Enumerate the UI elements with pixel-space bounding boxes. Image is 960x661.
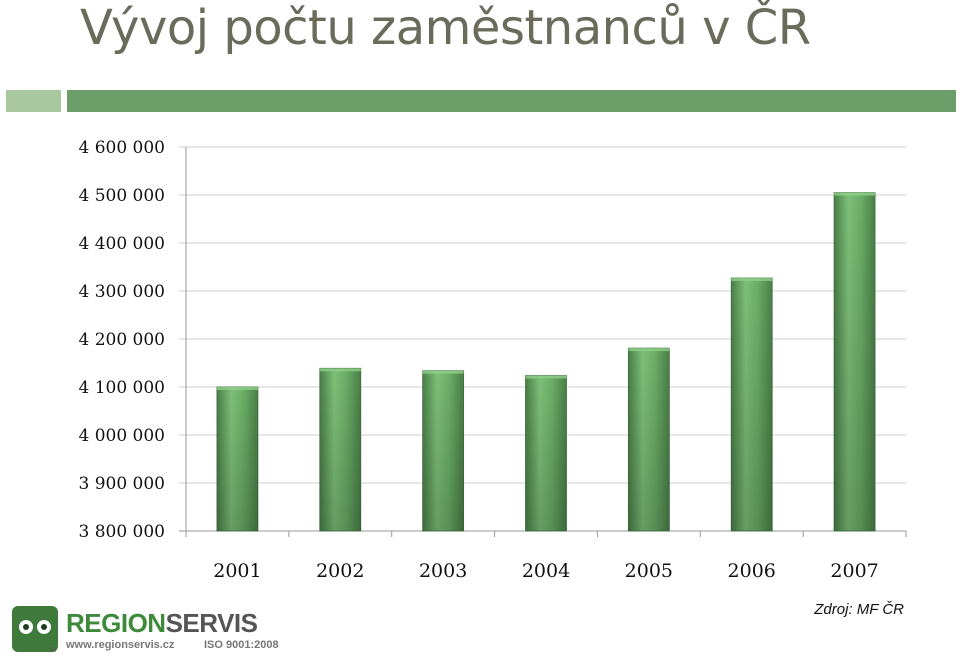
- bar-cap: [216, 387, 258, 390]
- owl-logo-icon: [12, 606, 58, 652]
- bar-cap: [319, 368, 361, 372]
- bar-cap: [834, 192, 876, 196]
- logo-certification: ISO 9001:2008: [204, 639, 279, 651]
- bar-2002: [319, 367, 362, 532]
- bar-2005: [627, 347, 670, 532]
- y-tick-label: 4 400 000: [78, 234, 165, 254]
- bar-2006: [730, 277, 773, 532]
- x-category-label: 2006: [728, 560, 776, 582]
- y-tick-label: 4 200 000: [78, 330, 165, 350]
- bar-shade: [422, 370, 464, 531]
- y-tick-label: 4 100 000: [78, 378, 165, 398]
- bar-cap: [628, 348, 670, 352]
- bar-cap: [731, 278, 773, 282]
- x-category-label: 2001: [213, 560, 261, 582]
- logo-wordmark-part2: SERVIS: [165, 608, 258, 638]
- source-note: Zdroj: MF ČR: [814, 601, 904, 618]
- logo-website: www.regionservis.cz: [66, 639, 175, 651]
- x-category-label: 2004: [522, 560, 570, 582]
- logo-wordmark-part1: REGION: [66, 608, 166, 638]
- title-accent-bar-small: [6, 90, 61, 112]
- bar-shade: [834, 192, 876, 531]
- bar-shade: [525, 375, 567, 531]
- bar-shade: [319, 368, 361, 531]
- y-tick-label: 4 600 000: [78, 138, 165, 158]
- regionservis-logo: TM REGIONSERVIS www.regionservis.cz ISO …: [12, 606, 282, 658]
- employee-count-bar-chart: 3 800 000 3 900 000 4 000 000 4 100 000 4 20…: [78, 138, 907, 582]
- bar-cap: [422, 370, 464, 374]
- logo-wordmark: REGIONSERVIS: [66, 608, 258, 639]
- y-tick-label: 4 300 000: [78, 282, 165, 302]
- slide-title: Vývoj počtu zaměstnanců v ČR: [80, 0, 811, 56]
- bar-2004: [525, 375, 567, 532]
- y-tick-label: 3 900 000: [78, 474, 165, 494]
- x-category-label: 2005: [625, 560, 673, 582]
- title-accent-bar: [67, 90, 956, 112]
- bar-2003: [422, 370, 465, 532]
- y-tick-label: 4 500 000: [78, 186, 165, 206]
- x-category-label: 2002: [316, 560, 364, 582]
- y-tick-label: 3 800 000: [78, 522, 165, 542]
- bar-shade: [628, 348, 670, 531]
- bar-2007: [833, 192, 876, 532]
- x-category-label: 2003: [419, 560, 467, 582]
- x-category-label: 2007: [830, 560, 878, 582]
- bar-2001: [216, 386, 259, 532]
- y-tick-label: 4 000 000: [78, 426, 165, 446]
- bar-shade: [731, 278, 773, 531]
- bar-shade: [216, 387, 258, 531]
- bar-cap: [525, 375, 567, 379]
